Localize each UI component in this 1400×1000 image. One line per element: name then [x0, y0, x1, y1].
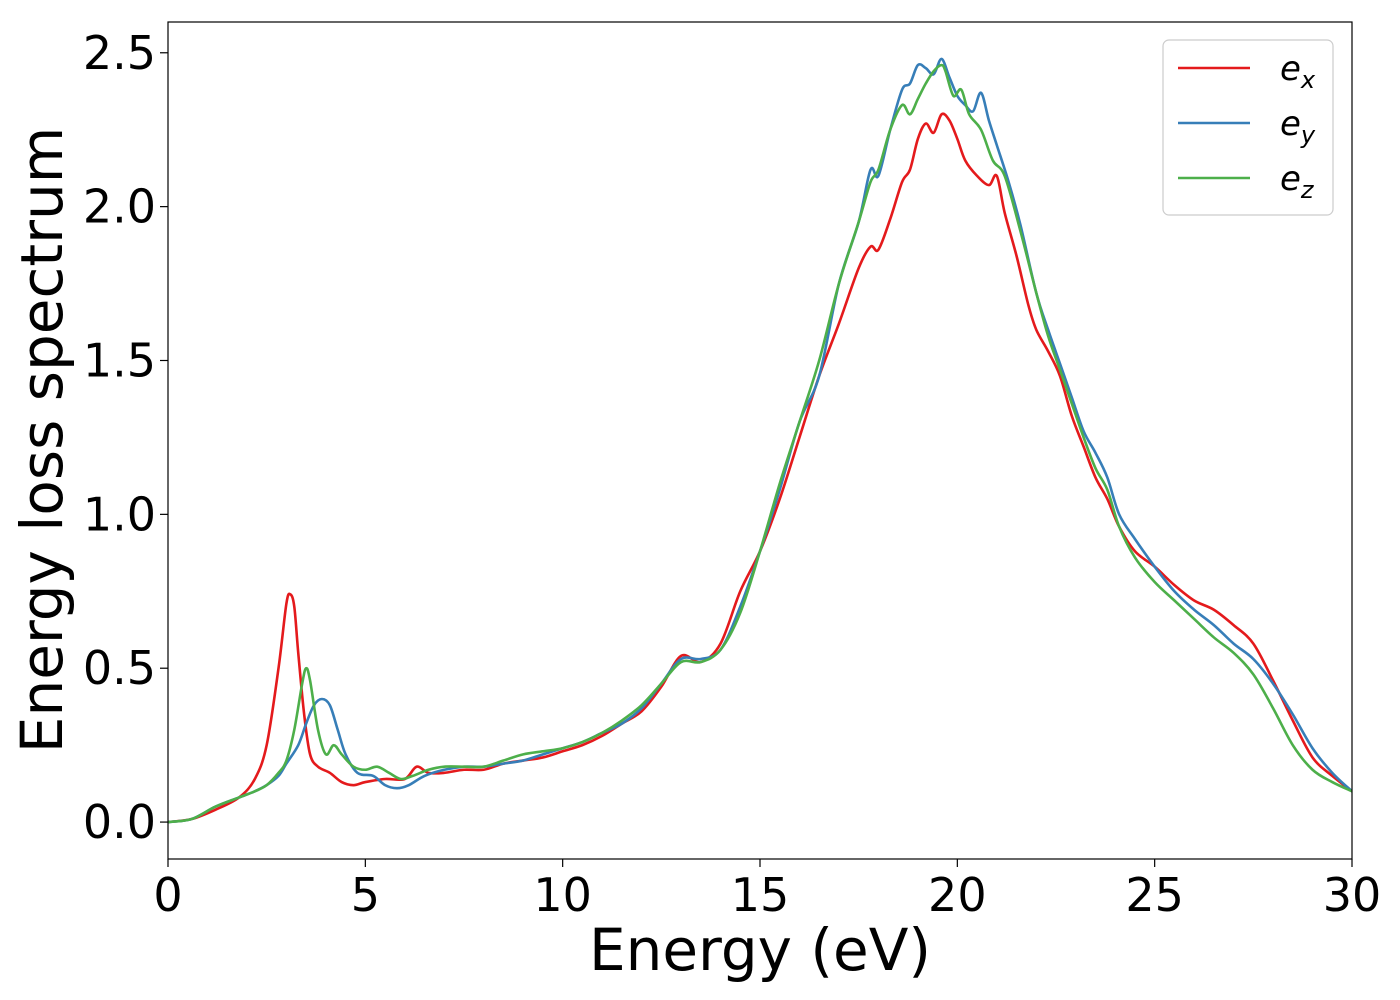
legend-items: ex ey ez — [1178, 49, 1316, 204]
legend-label-e-y: ey — [1280, 104, 1316, 149]
y-axis-ticks: 0.0 0.5 1.0 1.5 2.0 2.5 — [83, 26, 168, 849]
x-tick-label: 5 — [351, 868, 380, 922]
legend: ex ey ez — [1162, 39, 1334, 216]
x-tick-label: 25 — [1125, 868, 1184, 922]
x-axis-label: Energy (eV) — [589, 916, 931, 984]
legend-label-e-x: ex — [1280, 49, 1316, 94]
y-tick-label: 0.0 — [83, 795, 156, 849]
series-layer — [168, 57, 1352, 824]
y-axis-label: Energy loss spectrum — [8, 127, 76, 753]
x-tick-label: 15 — [731, 868, 790, 922]
x-tick-label: 20 — [928, 868, 987, 922]
y-tick-label: 2.0 — [83, 180, 156, 234]
legend-box — [1162, 39, 1334, 216]
y-tick-label: 0.5 — [83, 641, 156, 695]
series-line-e-x — [168, 112, 1352, 824]
x-tick-label: 30 — [1323, 868, 1382, 922]
y-tick-label: 1.5 — [83, 333, 156, 387]
y-tick-label: 2.5 — [83, 26, 156, 80]
y-tick-label: 1.0 — [83, 487, 156, 541]
legend-label-e-z: ez — [1280, 159, 1315, 204]
x-tick-label: 10 — [533, 868, 592, 922]
x-tick-label: 0 — [153, 868, 182, 922]
x-axis-ticks: 0 5 10 15 20 25 30 — [153, 859, 1381, 922]
series-line-e-z — [168, 63, 1352, 824]
series-line-e-y — [168, 57, 1352, 824]
